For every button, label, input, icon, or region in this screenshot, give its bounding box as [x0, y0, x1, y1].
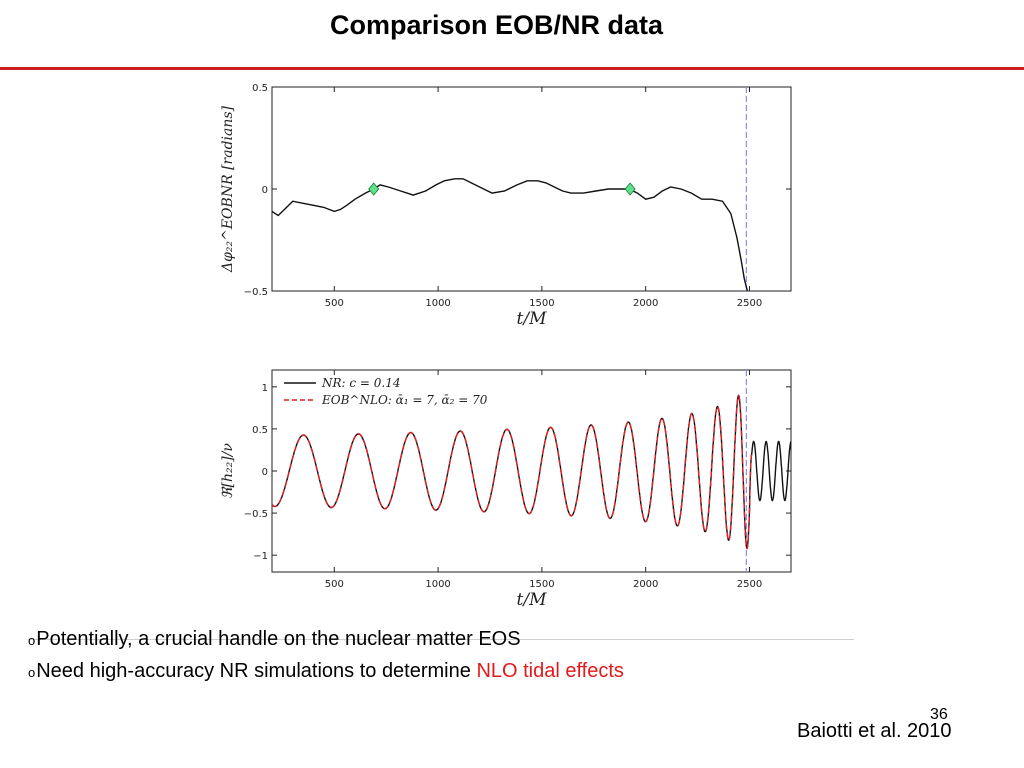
bullet-divider [28, 639, 854, 640]
x-tick-label: 1000 [425, 579, 450, 590]
y-tick-label: 0 [262, 467, 268, 478]
phase-difference-chart: 500 1000 1500 2000 2500 0.5 0 −0.5 t/M Δφ₂₂^EOBNR… [220, 83, 792, 329]
y-tick-label: −0.5 [244, 509, 268, 520]
x-tick-label: 500 [325, 298, 344, 309]
bullet-item: o Need high-accuracy NR simulations to d… [28, 656, 624, 688]
bullet-list: o Potentially, a crucial handle on the n… [28, 624, 624, 688]
y-axis-label: ℜ[h₂₂]/ν [220, 443, 236, 499]
bullet-highlight: NLO tidal effects [476, 660, 624, 682]
x-tick-label: 500 [325, 579, 344, 590]
bullet-marker: o [28, 633, 36, 648]
figure: 500 1000 1500 2000 25000.50−0.5t/MΔφ₂₂^EOBNR… [220, 83, 792, 610]
y-tick-label: −1 [253, 551, 268, 562]
bullet-item: o Potentially, a crucial handle on the n… [28, 624, 624, 656]
diamond-marker [368, 182, 380, 196]
bullet-text: Potentially, a crucial handle on the nuc… [36, 628, 521, 650]
x-axis-label: t/M [517, 590, 548, 610]
legend-label: NR: c = 0.14 [321, 376, 401, 390]
y-tick-label: 1 [262, 383, 268, 394]
title-divider [0, 67, 1024, 70]
waveform-chart: 500 1000 1500 2000 2500 1 0.5 0 −0.5 −1 t/M ℜ[h₂₂]/… [220, 369, 792, 610]
plot-frame [271, 369, 792, 573]
y-axis-label: Δφ₂₂^EOBNR [radians] [220, 105, 236, 273]
eob-series-line [272, 394, 753, 550]
y-tick-label: 0 [262, 185, 268, 196]
x-tick-label: 1000 [425, 298, 450, 309]
slide-title: Comparison EOB/NR data [329, 10, 664, 40]
citation: Baiotti et al. 2010 [797, 720, 952, 742]
x-tick-label: 1500 [529, 579, 554, 590]
nr-series-line [272, 178, 749, 291]
x-tick-label: 2000 [633, 298, 658, 309]
legend-label: EOB^NLO: ᾱ₁ = 7, ᾱ₂ = 70 [321, 393, 488, 407]
plot-frame [271, 86, 792, 292]
x-axis-label: t/M [517, 309, 548, 329]
bullet-text: Need high-accuracy NR simulations to det… [36, 660, 477, 682]
y-tick-label: −0.5 [244, 287, 268, 298]
page-number: 36 [930, 706, 948, 723]
y-tick-label: 0.5 [252, 425, 268, 436]
x-tick-label: 2500 [737, 298, 762, 309]
x-tick-label: 2000 [633, 579, 658, 590]
x-tick-label: 2500 [737, 579, 762, 590]
y-tick-label: 0.5 [252, 83, 268, 94]
diamond-marker [624, 182, 636, 196]
x-tick-label: 1500 [529, 298, 554, 309]
bullet-marker: o [28, 665, 36, 680]
